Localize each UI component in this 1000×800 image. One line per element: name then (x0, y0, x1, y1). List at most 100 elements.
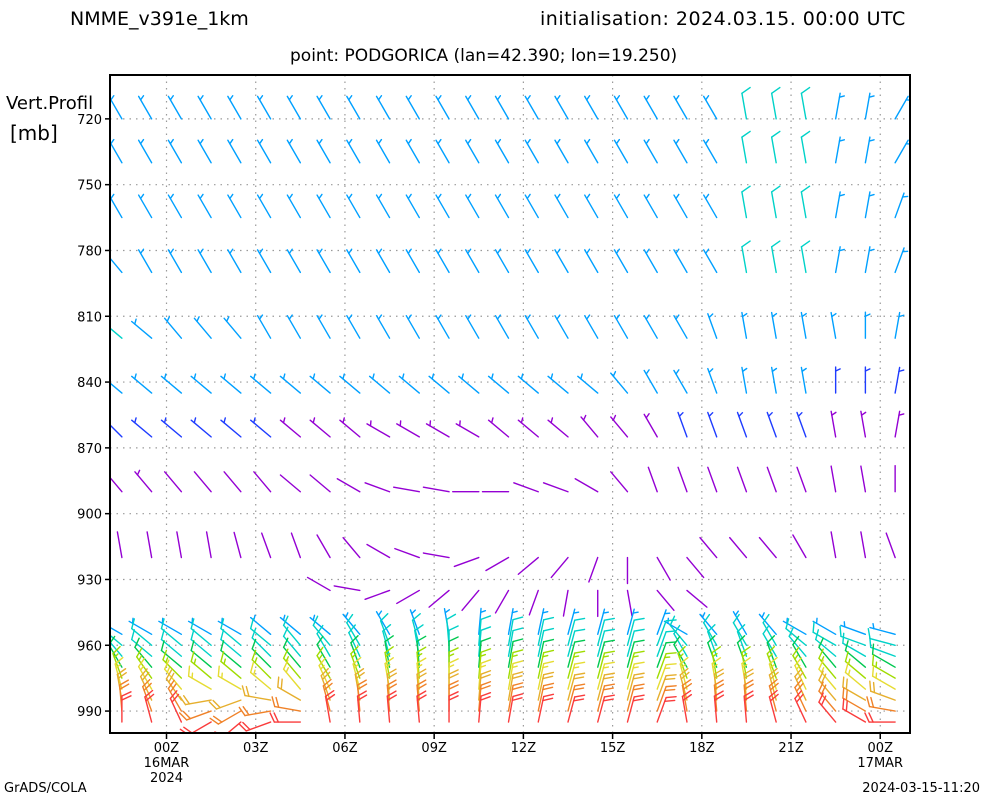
wind-barb (643, 138, 658, 164)
wind-barb (465, 193, 480, 219)
wind-barb-low (812, 621, 837, 646)
wind-barb (316, 534, 331, 559)
wind-barb-low (160, 618, 183, 646)
wind-barb (176, 531, 183, 559)
wind-barb (864, 246, 875, 274)
wind-barb-low (871, 665, 896, 690)
wind-barb-low (537, 682, 555, 712)
wind-barb (834, 191, 846, 219)
wind-barb (316, 193, 331, 219)
wind-barb (455, 420, 480, 438)
wind-barb (405, 95, 420, 120)
wind-barb (686, 589, 708, 608)
wind-barb (643, 248, 658, 274)
wind-barb (190, 417, 212, 438)
wind-barb-low (507, 649, 524, 679)
wind-barb-low (815, 629, 837, 657)
wind-barb-low (768, 689, 779, 723)
wind-barb-low (818, 659, 837, 690)
wind-barb (253, 471, 272, 493)
wind-barb-low (818, 670, 837, 701)
wind-barb (741, 86, 751, 120)
wind-barb (766, 466, 777, 493)
wind-barb-low (788, 626, 807, 657)
wind-barb (163, 316, 183, 339)
wind-barb (396, 589, 420, 605)
wind-barb (405, 193, 420, 219)
wind-barb (110, 193, 123, 219)
wind-barb-low (794, 657, 807, 690)
wind-barb (428, 373, 450, 394)
wind-barb (830, 465, 837, 493)
wind-barb (864, 366, 871, 394)
wind-barb (375, 193, 391, 219)
x-tick-label: 18Z (689, 741, 715, 756)
wind-barb-low (673, 624, 688, 657)
wind-barb (286, 138, 302, 164)
x-tick-date-label: 2024 (150, 771, 183, 786)
wind-barb-low (251, 649, 272, 679)
wind-barb-low (386, 690, 397, 723)
wind-barb-low (597, 608, 610, 635)
wind-barb (736, 466, 748, 493)
wind-barb (465, 314, 480, 339)
wind-barb-low (312, 615, 331, 646)
wind-barb-low (871, 654, 896, 679)
wind-barb (796, 411, 807, 438)
wind-barb-low (844, 640, 867, 668)
y-tick-label: 780 (77, 244, 102, 259)
wind-barb-low (732, 610, 748, 635)
wind-barb-low (160, 629, 183, 657)
wind-barb (286, 314, 302, 339)
wind-barb (673, 95, 688, 120)
wind-barb (227, 138, 242, 164)
wind-barb-low (220, 618, 242, 646)
y-tick-label: 840 (77, 376, 102, 391)
wind-barb-low (110, 634, 123, 646)
wind-barb (309, 417, 331, 438)
wind-barb (800, 311, 807, 339)
wind-barb-low (507, 638, 524, 668)
wind-barb (190, 373, 212, 394)
wind-barb-low (507, 627, 524, 657)
wind-barb-low (818, 637, 837, 668)
wind-barb-low (626, 672, 645, 701)
wind-barb (830, 410, 837, 438)
wind-barb-low (507, 693, 524, 723)
wind-barb (368, 373, 391, 394)
wind-barb-low (743, 690, 754, 723)
wind-barb-low (597, 639, 616, 668)
wind-barb (394, 547, 420, 559)
wind-barb-low (249, 614, 272, 635)
wind-barb-low (416, 679, 427, 712)
wind-barb-low (269, 712, 302, 723)
wind-barb (800, 240, 811, 274)
wind-barb (524, 248, 539, 274)
wind-barb-low (537, 660, 555, 690)
wind-barb-low (324, 689, 336, 723)
wind-barb (197, 138, 212, 164)
wind-barb-low (626, 650, 645, 679)
wind-barb (494, 248, 510, 274)
wind-barb (577, 373, 599, 394)
wind-barb (513, 482, 539, 493)
wind-barb-low (271, 696, 302, 712)
wind-barb (613, 248, 629, 274)
credit-label: GrADS/COLA (4, 781, 87, 796)
wind-barb-low (356, 690, 368, 723)
wind-barb-low (681, 689, 693, 723)
wind-barb (613, 314, 629, 339)
wind-barb-low (214, 721, 242, 733)
wind-barb-low (144, 689, 155, 723)
wind-barb (707, 466, 718, 493)
wind-barb (766, 411, 777, 438)
wind-barb-low (342, 612, 361, 635)
wind-barb-low (794, 668, 807, 701)
wind-barb-low (626, 608, 639, 635)
wind-barb (864, 311, 871, 339)
y-tick-label: 720 (77, 113, 102, 128)
wind-barb (110, 382, 123, 394)
wind-barb (435, 193, 450, 219)
wind-barb-low (567, 608, 580, 635)
wind-barb-low (597, 628, 616, 657)
